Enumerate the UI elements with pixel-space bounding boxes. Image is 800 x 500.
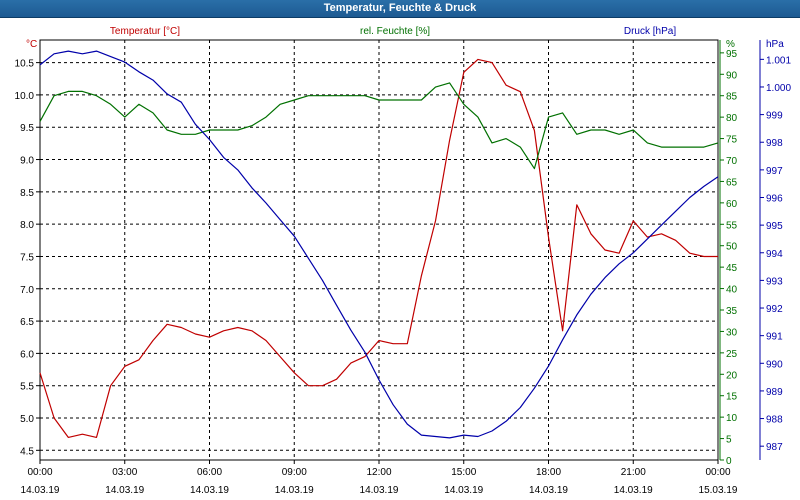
x-tick-date: 14.03.19 bbox=[105, 485, 144, 496]
humidity-tick-label: 95 bbox=[726, 49, 738, 60]
temperature-tick-label: 6.0 bbox=[20, 349, 34, 360]
x-tick-date: 14.03.19 bbox=[275, 485, 314, 496]
axes bbox=[36, 39, 764, 464]
temperature-unit: °C bbox=[26, 39, 37, 50]
humidity-tick-label: 0 bbox=[726, 456, 732, 467]
humidity-line bbox=[39, 82, 719, 170]
pressure-tick-label: 990 bbox=[766, 359, 783, 370]
temperature-tick-label: 4.5 bbox=[20, 446, 34, 457]
x-tick-time: 21:00 bbox=[621, 467, 646, 478]
humidity-tick-label: 70 bbox=[726, 156, 738, 167]
temperature-tick-label: 7.5 bbox=[20, 252, 34, 263]
temperature-tick-label: 10.5 bbox=[15, 59, 35, 70]
x-tick-time: 18:00 bbox=[536, 467, 561, 478]
pressure-tick-label: 992 bbox=[766, 304, 783, 315]
pressure-tick-label: 998 bbox=[766, 138, 783, 149]
humidity-tick-label: 20 bbox=[726, 370, 738, 381]
humidity-tick-label: 5 bbox=[726, 435, 732, 446]
humidity-tick-label: 55 bbox=[726, 220, 738, 231]
humidity-tick-label: 25 bbox=[726, 349, 738, 360]
window-title: Temperatur, Feuchte & Druck bbox=[323, 2, 477, 14]
pressure-axis-label: Druck [hPa] bbox=[624, 26, 676, 37]
pressure-tick-label: 993 bbox=[766, 276, 783, 287]
x-tick-time: 00:00 bbox=[705, 467, 730, 478]
humidity-axis-label: rel. Feuchte [%] bbox=[360, 26, 430, 37]
series-lines bbox=[39, 50, 719, 439]
pressure-tick-label: 989 bbox=[766, 387, 783, 398]
x-tick-date: 14.03.19 bbox=[614, 485, 653, 496]
temperature-line bbox=[39, 58, 718, 438]
pressure-tick-label: 1.001 bbox=[766, 55, 791, 66]
x-tick-time: 03:00 bbox=[112, 467, 137, 478]
pressure-tick-label: 999 bbox=[766, 111, 783, 122]
pressure-tick-label: 997 bbox=[766, 166, 783, 177]
pressure-tick-label: 991 bbox=[766, 332, 783, 343]
temperature-tick-label: 9.5 bbox=[20, 123, 34, 134]
pressure-tick-label: 1.000 bbox=[766, 83, 791, 94]
tick-labels: 00:00 14.03.19 03:00 14.03.19 06:00 14.03.19 0… bbox=[15, 26, 792, 496]
plot-frame bbox=[39, 39, 719, 461]
temperature-tick-label: 5.0 bbox=[20, 414, 34, 425]
x-tick-date: 14.03.19 bbox=[529, 485, 568, 496]
chart: 00:00 14.03.19 03:00 14.03.19 06:00 14.03.19 0… bbox=[15, 26, 792, 496]
humidity-tick-label: 80 bbox=[726, 113, 738, 124]
title-bar bbox=[0, 0, 800, 18]
humidity-tick-label: 65 bbox=[726, 177, 738, 188]
pressure-tick-label: 988 bbox=[766, 415, 783, 426]
x-tick-date: 14.03.19 bbox=[21, 485, 60, 496]
pressure-tick-label: 994 bbox=[766, 249, 783, 260]
x-tick-time: 00:00 bbox=[27, 467, 52, 478]
humidity-tick-label: 35 bbox=[726, 306, 738, 317]
x-tick-time: 09:00 bbox=[282, 467, 307, 478]
temperature-tick-label: 6.5 bbox=[20, 317, 34, 328]
grid bbox=[40, 40, 718, 460]
humidity-tick-label: 10 bbox=[726, 413, 738, 424]
temperature-tick-label: 5.5 bbox=[20, 382, 34, 393]
pressure-unit: hPa bbox=[766, 39, 784, 50]
x-tick-date: 15.03.19 bbox=[699, 485, 738, 496]
temperature-tick-label: 8.0 bbox=[20, 220, 34, 231]
x-tick-date: 14.03.19 bbox=[444, 485, 483, 496]
humidity-tick-label: 30 bbox=[726, 327, 738, 338]
temperature-tick-label: 10.0 bbox=[15, 91, 35, 102]
x-tick-date: 14.03.19 bbox=[360, 485, 399, 496]
humidity-tick-label: 85 bbox=[726, 92, 738, 103]
pressure-tick-label: 996 bbox=[766, 194, 783, 205]
x-tick-time: 15:00 bbox=[451, 467, 476, 478]
x-tick-time: 06:00 bbox=[197, 467, 222, 478]
humidity-tick-label: 60 bbox=[726, 199, 738, 210]
x-tick-date: 14.03.19 bbox=[190, 485, 229, 496]
x-tick-time: 12:00 bbox=[366, 467, 391, 478]
temperature-tick-label: 8.5 bbox=[20, 188, 34, 199]
temperature-axis-label: Temperatur [°C] bbox=[110, 26, 180, 37]
pressure-tick-label: 995 bbox=[766, 221, 783, 232]
humidity-tick-label: 45 bbox=[726, 263, 738, 274]
pressure-line bbox=[39, 50, 719, 439]
temperature-tick-label: 9.0 bbox=[20, 156, 34, 167]
humidity-tick-label: 90 bbox=[726, 70, 738, 81]
temperature-tick-label: 7.0 bbox=[20, 285, 34, 296]
humidity-unit: % bbox=[726, 39, 735, 50]
humidity-tick-label: 50 bbox=[726, 242, 738, 253]
humidity-tick-label: 15 bbox=[726, 392, 738, 403]
pressure-tick-label: 987 bbox=[766, 442, 783, 453]
humidity-tick-label: 75 bbox=[726, 135, 738, 146]
humidity-tick-label: 40 bbox=[726, 285, 738, 296]
